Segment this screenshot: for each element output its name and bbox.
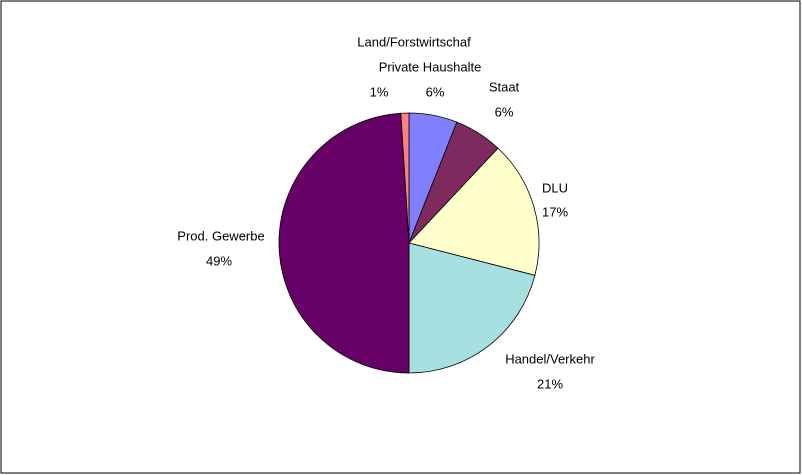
pie-slice xyxy=(408,242,536,374)
slice-value-label: 6% xyxy=(495,104,514,119)
slice-value-label: 49% xyxy=(206,253,232,268)
slice-label: Private Haushalte xyxy=(379,59,482,74)
labels: Private Haushalte 6% Staat 6% DLU 17% Handel/V… xyxy=(177,34,595,391)
pie-slice xyxy=(400,112,410,244)
slice-value-label: 17% xyxy=(542,204,568,219)
slice-value-label: 1% xyxy=(370,84,389,99)
pie-slice xyxy=(408,147,540,276)
slice-value-label: 6% xyxy=(426,84,445,99)
slice-value-label: 21% xyxy=(537,376,563,391)
slice-label: DLU xyxy=(542,180,568,195)
slice-label: Staat xyxy=(489,79,520,94)
slice-label: Prod. Gewerbe xyxy=(177,228,264,243)
slice-label: Land/Forstwirtschaf xyxy=(357,34,471,49)
pie-slice xyxy=(278,112,410,374)
pie xyxy=(278,112,540,374)
slice-label: Handel/Verkehr xyxy=(505,351,595,366)
